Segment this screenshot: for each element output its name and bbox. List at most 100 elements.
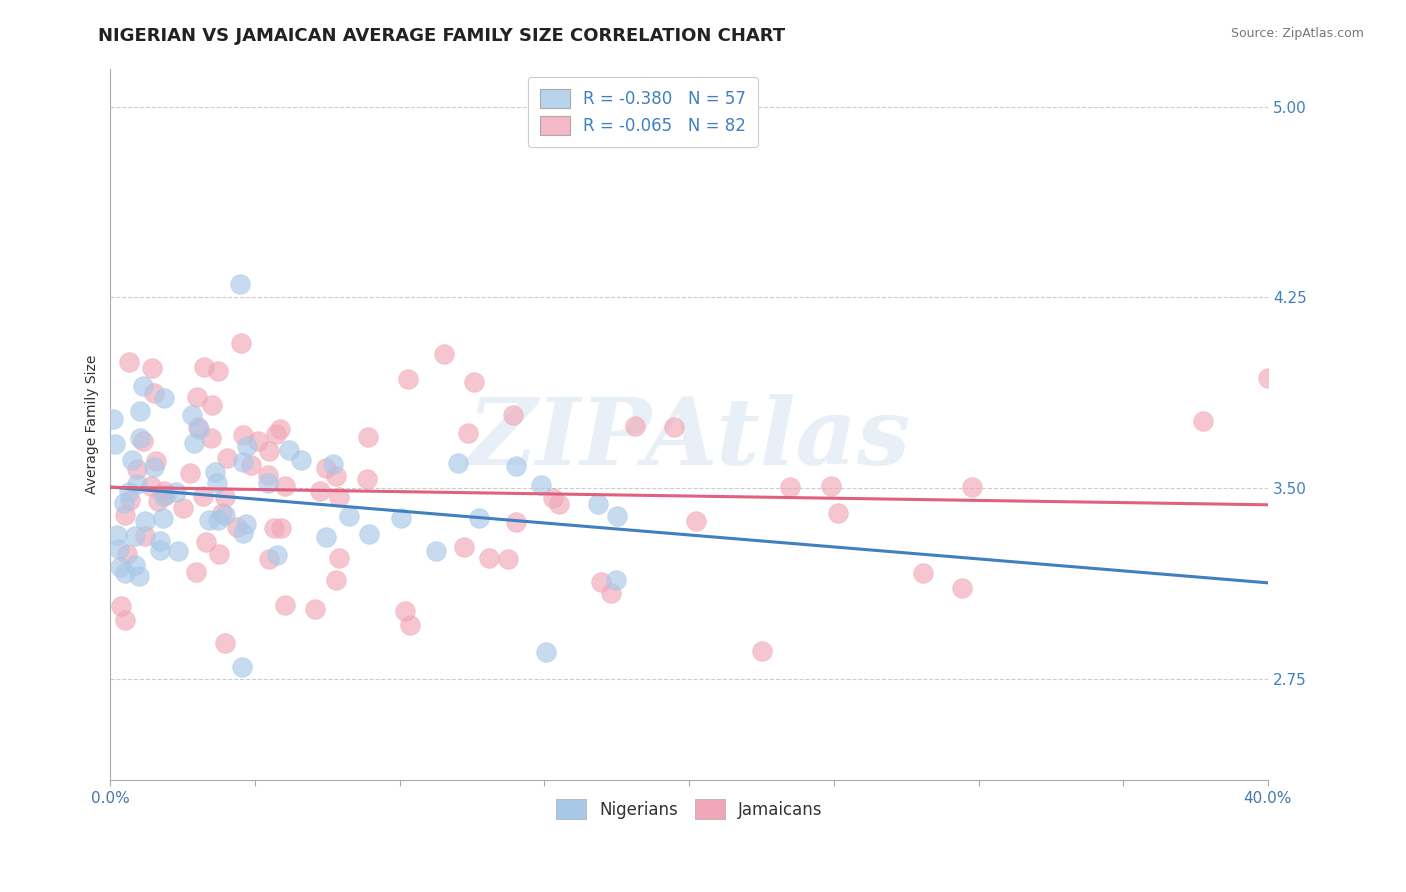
Point xyxy=(167,544,190,558)
Point xyxy=(606,509,628,524)
Text: Source: ZipAtlas.com: Source: ZipAtlas.com xyxy=(1230,27,1364,40)
Point xyxy=(149,534,172,549)
Point xyxy=(198,513,221,527)
Point xyxy=(129,431,152,445)
Point xyxy=(912,566,935,580)
Point xyxy=(266,548,288,562)
Point xyxy=(269,422,291,436)
Point xyxy=(235,517,257,532)
Legend: Nigerians, Jamaicans: Nigerians, Jamaicans xyxy=(550,793,830,825)
Point xyxy=(183,435,205,450)
Point xyxy=(127,476,149,491)
Point xyxy=(357,430,380,444)
Point xyxy=(191,489,214,503)
Point xyxy=(274,598,297,612)
Point xyxy=(186,390,208,404)
Point xyxy=(110,599,132,614)
Point xyxy=(505,458,527,473)
Point xyxy=(225,520,247,534)
Point xyxy=(208,547,231,561)
Point xyxy=(108,560,131,574)
Point xyxy=(325,469,347,483)
Point xyxy=(548,497,571,511)
Point xyxy=(118,485,141,500)
Point xyxy=(142,459,165,474)
Point xyxy=(389,511,412,525)
Point xyxy=(600,586,623,600)
Point xyxy=(751,643,773,657)
Point xyxy=(270,521,292,535)
Point xyxy=(214,508,236,522)
Point xyxy=(357,526,380,541)
Point xyxy=(146,494,169,508)
Point xyxy=(112,496,135,510)
Point xyxy=(685,514,707,528)
Point xyxy=(179,466,201,480)
Text: NIGERIAN VS JAMAICAN AVERAGE FAMILY SIZE CORRELATION CHART: NIGERIAN VS JAMAICAN AVERAGE FAMILY SIZE… xyxy=(98,27,786,45)
Point xyxy=(960,480,983,494)
Point xyxy=(229,277,252,291)
Point xyxy=(502,408,524,422)
Point xyxy=(231,525,253,540)
Point xyxy=(534,645,557,659)
Point xyxy=(108,541,131,556)
Point xyxy=(141,361,163,376)
Point xyxy=(505,515,527,529)
Y-axis label: Average Family Size: Average Family Size xyxy=(86,355,100,494)
Point xyxy=(662,420,685,434)
Point xyxy=(139,479,162,493)
Point xyxy=(236,439,259,453)
Point xyxy=(155,488,177,502)
Point xyxy=(356,472,378,486)
Point xyxy=(308,484,330,499)
Point xyxy=(132,434,155,449)
Point xyxy=(181,408,204,422)
Point xyxy=(201,398,224,412)
Point xyxy=(205,475,228,490)
Point xyxy=(259,552,281,566)
Point xyxy=(172,500,194,515)
Point xyxy=(184,565,207,579)
Point xyxy=(165,484,187,499)
Point xyxy=(128,403,150,417)
Point xyxy=(820,479,842,493)
Point xyxy=(232,427,254,442)
Point xyxy=(394,604,416,618)
Point xyxy=(194,534,217,549)
Point xyxy=(541,491,564,505)
Point xyxy=(121,453,143,467)
Point xyxy=(396,371,419,385)
Point xyxy=(207,364,229,378)
Point xyxy=(103,412,125,426)
Point xyxy=(605,574,627,588)
Text: ZIPAtlas: ZIPAtlas xyxy=(468,393,911,483)
Point xyxy=(457,425,479,440)
Point xyxy=(120,492,142,507)
Point xyxy=(232,455,254,469)
Point xyxy=(433,347,456,361)
Point xyxy=(128,569,150,583)
Point xyxy=(273,479,295,493)
Point xyxy=(118,355,141,369)
Point xyxy=(207,513,229,527)
Point xyxy=(240,458,263,473)
Point xyxy=(827,506,849,520)
Point xyxy=(322,457,344,471)
Point xyxy=(586,496,609,510)
Point xyxy=(1191,414,1213,428)
Point xyxy=(105,528,128,542)
Point xyxy=(114,613,136,627)
Point xyxy=(200,432,222,446)
Point xyxy=(315,530,337,544)
Point xyxy=(125,462,148,476)
Point xyxy=(211,506,233,520)
Point xyxy=(114,508,136,522)
Point xyxy=(315,461,337,475)
Point xyxy=(204,465,226,479)
Point xyxy=(217,450,239,465)
Point xyxy=(104,437,127,451)
Point xyxy=(623,419,645,434)
Point xyxy=(152,511,174,525)
Point xyxy=(231,335,253,350)
Point xyxy=(325,573,347,587)
